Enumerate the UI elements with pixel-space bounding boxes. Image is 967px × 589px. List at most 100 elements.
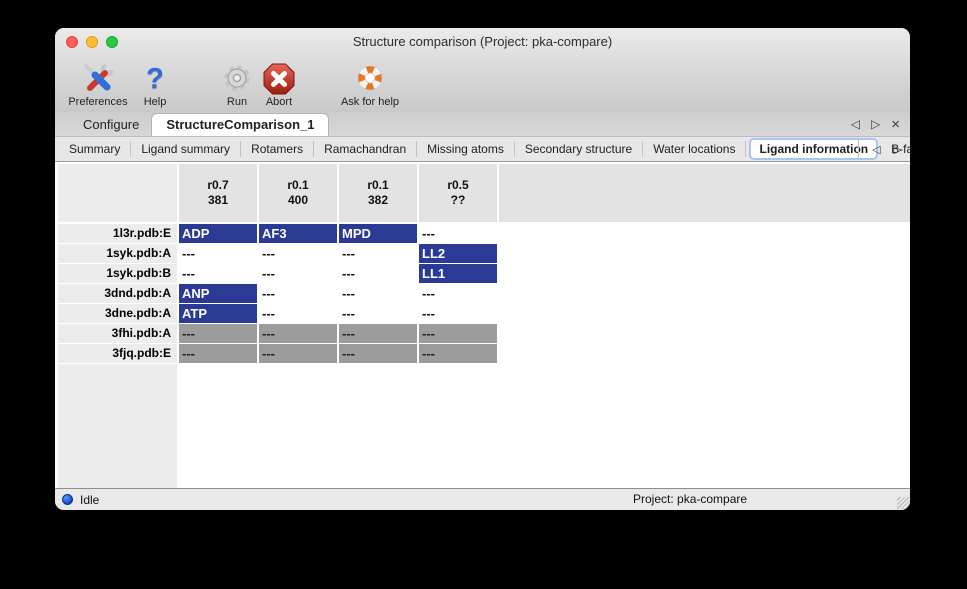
table-row: 3fhi.pdb:A --- --- --- --- — [58, 324, 910, 343]
abort-button[interactable]: Abort — [257, 62, 301, 109]
ligand-cell[interactable]: ATP — [179, 304, 257, 323]
ligand-cell[interactable]: --- — [179, 344, 257, 363]
tab-structurecomparison-1[interactable]: StructureComparison_1 — [151, 113, 330, 136]
table-header-row: r0.7 381 r0.1 400 r0.1 382 r0.5?? — [58, 164, 910, 222]
status-text: Idle — [80, 492, 100, 507]
subtab-rotamers[interactable]: Rotamers — [241, 141, 315, 157]
run-button[interactable]: Run — [217, 62, 257, 109]
project-label: Project: pka-compare — [633, 492, 748, 506]
gear-icon — [220, 62, 254, 96]
tools-icon — [81, 62, 115, 96]
ligand-cell[interactable]: --- — [179, 264, 257, 283]
stop-icon — [262, 62, 296, 96]
table-row: 3fjq.pdb:E --- --- --- --- — [58, 344, 910, 363]
ligand-cell[interactable]: --- — [259, 344, 337, 363]
table-corner-cell — [58, 164, 177, 222]
row-label: 3dne.pdb:A — [58, 304, 177, 323]
ligand-cell[interactable]: --- — [339, 304, 417, 323]
ligand-cell[interactable]: AF3 — [259, 224, 337, 243]
preferences-button[interactable]: Preferences — [63, 62, 133, 109]
question-mark-icon: ? — [146, 63, 164, 95]
zoom-window-button[interactable] — [106, 36, 118, 48]
ligand-cell[interactable]: --- — [339, 264, 417, 283]
lifebuoy-icon — [353, 62, 387, 96]
ligand-cell[interactable]: --- — [259, 324, 337, 343]
ask-for-help-label: Ask for help — [340, 96, 400, 108]
window-chrome: Structure comparison (Project: pka-compa… — [55, 28, 910, 112]
header-band-fill — [499, 164, 910, 222]
ligand-cell[interactable]: --- — [419, 324, 497, 343]
ligand-cell[interactable]: ANP — [179, 284, 257, 303]
ligand-cell[interactable]: --- — [179, 324, 257, 343]
column-header: r0.5?? — [419, 164, 497, 222]
subtab-ligand-information[interactable]: Ligand information — [749, 138, 879, 160]
ligand-cell[interactable]: MPD — [339, 224, 417, 243]
help-label: Help — [143, 96, 167, 108]
ligand-cell[interactable]: --- — [179, 244, 257, 263]
ligand-cell[interactable]: --- — [419, 304, 497, 323]
subtab-summary[interactable]: Summary — [59, 141, 132, 157]
ligand-cell[interactable]: --- — [339, 244, 417, 263]
sub-tab-nav: ◁ ▷ — [858, 140, 902, 158]
row-label: 1l3r.pdb:E — [58, 224, 177, 243]
ligand-cell[interactable]: LL2 — [419, 244, 497, 263]
help-button[interactable]: ? Help — [135, 62, 175, 109]
ligand-cell[interactable]: ADP — [179, 224, 257, 243]
row-label: 3dnd.pdb:A — [58, 284, 177, 303]
row-label: 1syk.pdb:B — [58, 264, 177, 283]
subtab-missing-atoms[interactable]: Missing atoms — [417, 141, 515, 157]
status-indicator-icon — [62, 494, 73, 505]
subtab-ligand-summary[interactable]: Ligand summary — [131, 141, 242, 157]
ligand-cell[interactable]: --- — [339, 324, 417, 343]
column-header: r0.1 400 — [259, 164, 337, 222]
close-window-button[interactable] — [66, 36, 78, 48]
tab-close-icon[interactable]: × — [891, 115, 900, 133]
main-tab-nav: ◁ ▷ × — [851, 112, 900, 136]
ligand-cell[interactable]: LL1 — [419, 264, 497, 283]
subtab-secondary-structure[interactable]: Secondary structure — [515, 141, 644, 157]
run-label: Run — [226, 96, 248, 108]
ligand-cell[interactable]: --- — [339, 344, 417, 363]
window-title: Structure comparison (Project: pka-compa… — [352, 34, 613, 49]
row-label-column-fill — [58, 364, 177, 488]
tab-configure[interactable]: Configure — [83, 117, 140, 132]
main-tab-bar: Configure StructureComparison_1 ◁ ▷ × — [55, 112, 910, 137]
row-label: 3fhi.pdb:A — [58, 324, 177, 343]
table-row: 1syk.pdb:A --- --- --- LL2 — [58, 244, 910, 263]
toolbar: Preferences ? Help Run — [55, 56, 910, 112]
table-row: 1syk.pdb:B --- --- --- LL1 — [58, 264, 910, 283]
ligand-cell[interactable]: --- — [419, 284, 497, 303]
row-label: 3fjq.pdb:E — [58, 344, 177, 363]
subtab-ramachandran[interactable]: Ramachandran — [314, 141, 418, 157]
sub-tab-bar: Summary Ligand summary Rotamers Ramachan… — [55, 137, 910, 161]
resize-grip[interactable] — [897, 497, 909, 509]
subtab-prev-icon[interactable]: ◁ — [872, 143, 881, 156]
tab-prev-icon[interactable]: ◁ — [850, 117, 860, 131]
titlebar[interactable]: Structure comparison (Project: pka-compa… — [55, 28, 910, 56]
minimize-window-button[interactable] — [86, 36, 98, 48]
subtab-water-locations[interactable]: Water locations — [643, 141, 747, 157]
tab-next-icon[interactable]: ▷ — [871, 117, 881, 131]
table-row: 3dnd.pdb:A ANP --- --- --- — [58, 284, 910, 303]
row-label: 1syk.pdb:A — [58, 244, 177, 263]
status-bar: Idle Project: pka-compare — [55, 488, 910, 510]
ligand-cell[interactable]: --- — [339, 284, 417, 303]
subtab-next-icon[interactable]: ▷ — [893, 143, 902, 156]
ligand-cell[interactable]: --- — [259, 304, 337, 323]
traffic-lights — [66, 36, 118, 48]
app-window: Structure comparison (Project: pka-compa… — [55, 28, 910, 510]
abort-label: Abort — [265, 96, 293, 108]
table-row: 3dne.pdb:A ATP --- --- --- — [58, 304, 910, 323]
ask-for-help-button[interactable]: Ask for help — [331, 62, 409, 109]
ligand-cell[interactable]: --- — [259, 264, 337, 283]
column-header: r0.7 381 — [179, 164, 257, 222]
column-header: r0.1 382 — [339, 164, 417, 222]
ligand-cell[interactable]: --- — [259, 244, 337, 263]
ligand-information-panel: r0.7 381 r0.1 400 r0.1 382 r0.5?? 1l3r.pdb:… — [55, 161, 910, 488]
subtab-b-factors[interactable]: B-factors — [891, 142, 910, 156]
preferences-label: Preferences — [68, 96, 128, 108]
ligand-cell[interactable]: --- — [419, 224, 497, 243]
table-row: 1l3r.pdb:E ADP AF3 MPD --- — [58, 224, 910, 243]
ligand-cell[interactable]: --- — [259, 284, 337, 303]
ligand-cell[interactable]: --- — [419, 344, 497, 363]
